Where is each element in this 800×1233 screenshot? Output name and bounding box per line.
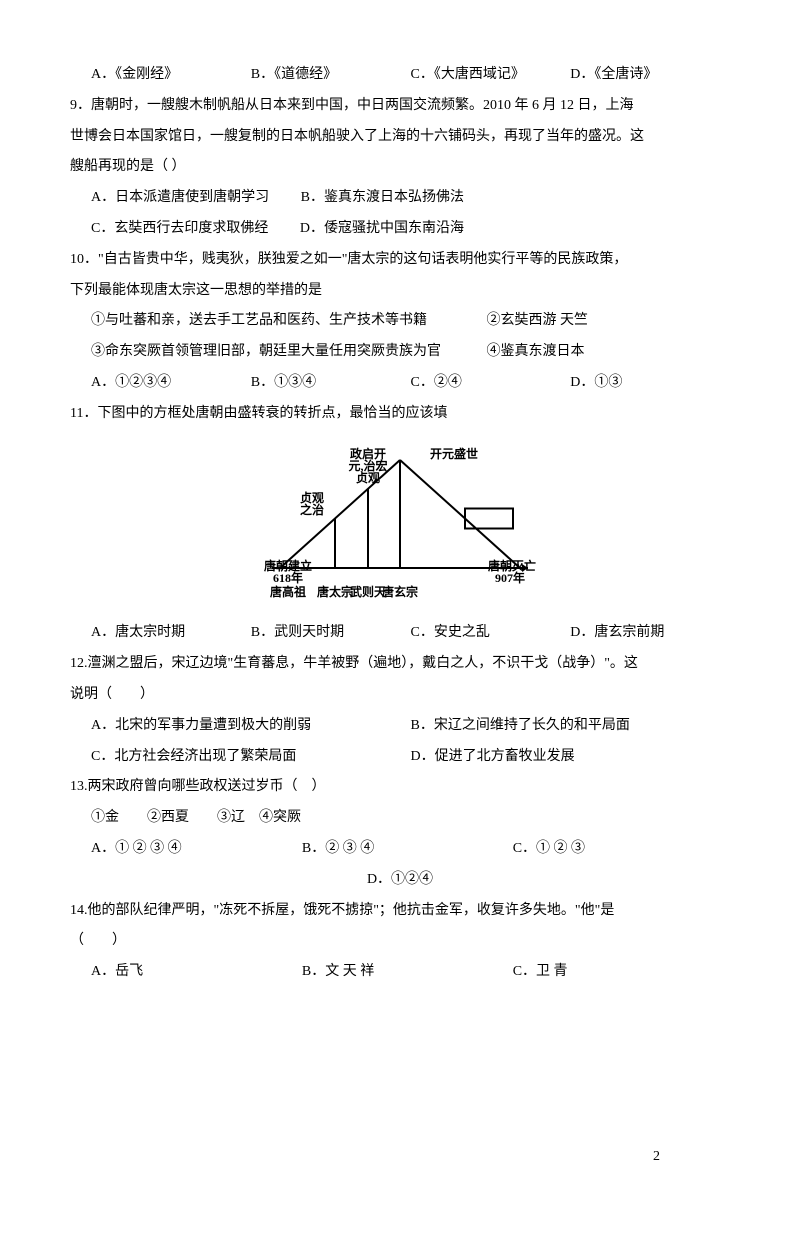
tang-dynasty-diagram: 政启开元,治宏贞观开元盛世贞观之治唐朝建立唐朝灭亡618年907年唐高祖唐太宗武… <box>70 440 730 613</box>
q8-opt-b: B．《道德经》 <box>251 60 411 91</box>
q11-opt-c: C．安史之乱 <box>411 618 571 649</box>
q14-opt-c: C．卫 青 <box>513 957 724 988</box>
q10-stem-2: 下列最能体现唐太宗这一思想的举措的是 <box>70 276 730 307</box>
q9-stem-1: 9．唐朝时，一艘艘木制帆船从日本来到中国，中日两国交流频繁。2010 年 6 月… <box>70 91 730 122</box>
q12-stem-2: 说明（ ） <box>70 680 730 711</box>
q11-stem: 11．下图中的方框处唐朝由盛转衰的转折点，最恰当的应该填 <box>70 399 730 430</box>
svg-text:907年: 907年 <box>495 570 525 585</box>
q10-opt-b: B．①③④ <box>251 368 411 399</box>
q13-opt-d: D．①②④ <box>70 865 730 896</box>
q8-opt-c: C．《大唐西域记》 <box>411 60 571 91</box>
q14-opt-b: B．文 天 祥 <box>302 957 513 988</box>
q13-items: ①金 ②西夏 ③辽 ④突厥 <box>70 803 730 834</box>
q13-opt-c: C．① ② ③ <box>513 834 724 865</box>
page-number: 2 <box>653 1142 660 1173</box>
svg-text:唐高祖: 唐高祖 <box>270 584 306 599</box>
q11-opt-a: A．唐太宗时期 <box>91 618 251 649</box>
q13-opt-a: A．① ② ③ ④ <box>91 834 302 865</box>
q12-opt-b: B．宋辽之间维持了长久的和平局面 <box>411 711 731 742</box>
q13-opt-b: B．② ③ ④ <box>302 834 513 865</box>
q10-item-3: ③命东突厥首领管理旧部，朝廷里大量任用突厥贵族为官 <box>91 344 441 359</box>
svg-text:之治: 之治 <box>300 502 324 517</box>
q12-opt-c: C．北方社会经济出现了繁荣局面 <box>91 742 411 773</box>
q9-opt-a: A．日本派遣唐使到唐朝学习 <box>91 190 269 205</box>
q10-item-4: ④鉴真东渡日本 <box>487 344 585 359</box>
q10-opt-c: C．②④ <box>411 368 571 399</box>
q10-stem-1: 10．"自古皆贵中华，贱夷狄，朕独爱之如一"唐太宗的这句话表明他实行平等的民族政… <box>70 245 730 276</box>
q10-item-2: ②玄奘西游 天竺 <box>487 313 589 328</box>
q14-stem-2: （ ） <box>70 926 730 957</box>
svg-text:唐玄宗: 唐玄宗 <box>382 584 418 599</box>
svg-text:唐太宗: 唐太宗 <box>317 584 353 599</box>
svg-text:618年: 618年 <box>273 570 303 585</box>
q10-opt-a: A．①②③④ <box>91 368 251 399</box>
q9-opt-d: D．倭寇骚扰中国东南沿海 <box>300 221 464 236</box>
q10-opt-d: D．①③ <box>570 368 730 399</box>
q8-opt-d: D．《全唐诗》 <box>570 60 730 91</box>
svg-text:贞观: 贞观 <box>356 470 380 485</box>
q8-opt-a: A．《金刚经》 <box>91 60 251 91</box>
q9-opt-b: B．鉴真东渡日本弘扬佛法 <box>301 190 464 205</box>
q10-item-1: ①与吐蕃和亲，送去手工艺品和医药、生产技术等书籍 <box>91 313 427 328</box>
q9-opt-c: C．玄奘西行去印度求取佛经 <box>91 221 268 236</box>
q11-opt-b: B．武则天时期 <box>251 618 411 649</box>
q14-stem-1: 14.他的部队纪律严明，"冻死不拆屋，饿死不掳掠"；他抗击金军，收复许多失地。"… <box>70 896 730 927</box>
q13-stem: 13.两宋政府曾向哪些政权送过岁币（ ） <box>70 772 730 803</box>
q11-opt-d: D．唐玄宗前期 <box>570 618 730 649</box>
q12-opt-d: D．促进了北方畜牧业发展 <box>411 742 731 773</box>
q14-opt-a: A．岳飞 <box>91 957 302 988</box>
q12-opt-a: A．北宋的军事力量遭到极大的削弱 <box>91 711 411 742</box>
svg-text:开元盛世: 开元盛世 <box>430 446 478 461</box>
q12-stem-1: 12.澶渊之盟后，宋辽边境"生育蕃息，牛羊被野（遍地），戴白之人，不识干戈（战争… <box>70 649 730 680</box>
q9-stem-3: 艘船再现的是（ ） <box>70 152 730 183</box>
q9-stem-2: 世博会日本国家馆日，一艘复制的日本帆船驶入了上海的十六铺码头，再现了当年的盛况。… <box>70 122 730 153</box>
